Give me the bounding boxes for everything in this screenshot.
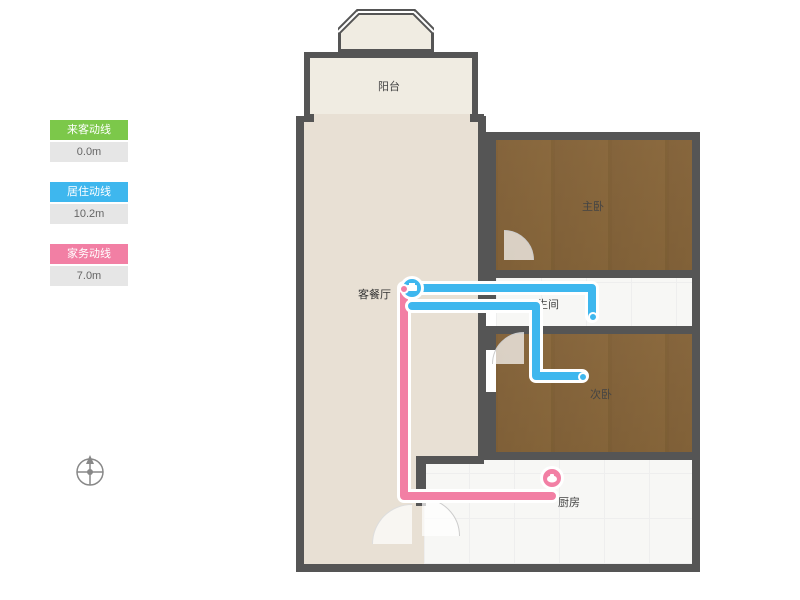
legend-item-guest: 来客动线 0.0m <box>50 120 128 162</box>
legend-value: 7.0m <box>50 266 128 286</box>
room-label-second: 次卧 <box>590 386 612 402</box>
legend: 来客动线 0.0m 居住动线 10.2m 家务动线 7.0m <box>50 120 128 306</box>
legend-value: 0.0m <box>50 142 128 162</box>
legend-value: 10.2m <box>50 204 128 224</box>
room-label-kitchen: 厨房 <box>558 494 580 510</box>
wall <box>304 114 314 122</box>
path-endpoint-dot <box>588 312 598 322</box>
wall <box>486 452 700 460</box>
legend-label: 来客动线 <box>50 120 128 140</box>
wall <box>470 114 484 122</box>
legend-item-living: 居住动线 10.2m <box>50 182 128 224</box>
bay-window <box>338 8 434 54</box>
legend-item-housework: 家务动线 7.0m <box>50 244 128 286</box>
floorplan: 阳台 主卧 卫生间 次卧 厨房 客餐厅 <box>296 26 700 580</box>
legend-label: 居住动线 <box>50 182 128 202</box>
marker-kitchen-icon <box>540 466 564 490</box>
wall <box>486 392 496 456</box>
compass-icon <box>70 450 110 495</box>
path-endpoint-dot <box>399 284 409 294</box>
wall <box>416 456 484 464</box>
room-label-balcony: 阳台 <box>378 78 400 94</box>
wall <box>486 330 496 350</box>
room-label-living: 客餐厅 <box>358 286 391 302</box>
room-label-master: 主卧 <box>582 198 604 214</box>
legend-label: 家务动线 <box>50 244 128 264</box>
wall <box>486 270 700 278</box>
opening <box>310 114 474 124</box>
wall <box>486 278 496 300</box>
wall <box>486 132 496 278</box>
path-endpoint-dot <box>578 372 588 382</box>
room-label-bathroom: 卫生间 <box>526 296 559 312</box>
